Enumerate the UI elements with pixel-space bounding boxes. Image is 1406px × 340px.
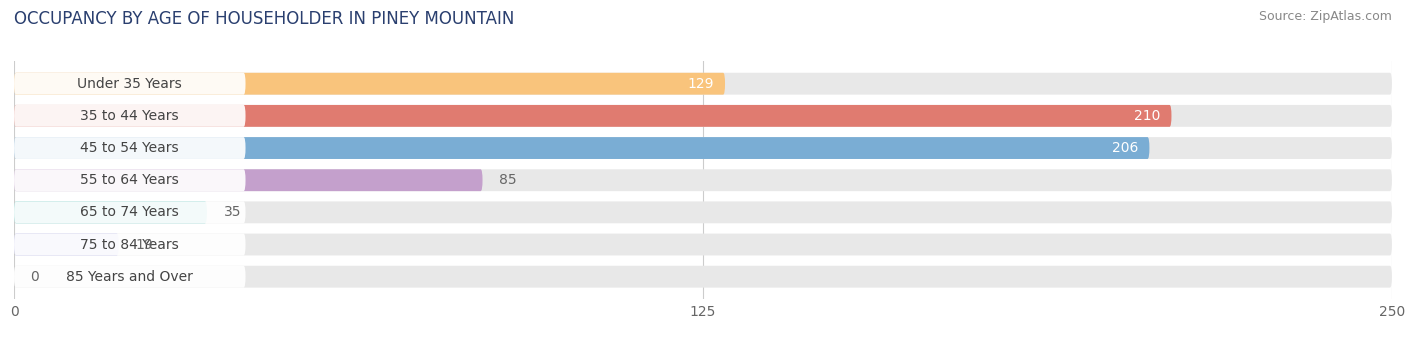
FancyBboxPatch shape xyxy=(14,201,1392,223)
FancyBboxPatch shape xyxy=(14,234,1392,255)
FancyBboxPatch shape xyxy=(14,73,725,95)
FancyBboxPatch shape xyxy=(14,169,1392,191)
FancyBboxPatch shape xyxy=(14,137,1392,159)
Text: Under 35 Years: Under 35 Years xyxy=(77,77,183,91)
Text: 206: 206 xyxy=(1112,141,1139,155)
FancyBboxPatch shape xyxy=(14,105,246,127)
FancyBboxPatch shape xyxy=(14,137,246,159)
FancyBboxPatch shape xyxy=(14,234,118,255)
FancyBboxPatch shape xyxy=(14,169,246,191)
FancyBboxPatch shape xyxy=(14,234,246,255)
FancyBboxPatch shape xyxy=(14,169,482,191)
Text: 129: 129 xyxy=(688,77,714,91)
FancyBboxPatch shape xyxy=(14,201,207,223)
Text: 35 to 44 Years: 35 to 44 Years xyxy=(80,109,179,123)
Text: 19: 19 xyxy=(135,238,153,252)
Text: 85 Years and Over: 85 Years and Over xyxy=(66,270,193,284)
Text: 75 to 84 Years: 75 to 84 Years xyxy=(80,238,179,252)
FancyBboxPatch shape xyxy=(14,266,1392,288)
Text: 210: 210 xyxy=(1135,109,1160,123)
Text: 65 to 74 Years: 65 to 74 Years xyxy=(80,205,179,219)
Text: 35: 35 xyxy=(224,205,240,219)
FancyBboxPatch shape xyxy=(14,105,1392,127)
Text: 85: 85 xyxy=(499,173,516,187)
FancyBboxPatch shape xyxy=(14,73,246,95)
FancyBboxPatch shape xyxy=(14,266,246,288)
Text: Source: ZipAtlas.com: Source: ZipAtlas.com xyxy=(1258,10,1392,23)
Text: 0: 0 xyxy=(31,270,39,284)
Text: 45 to 54 Years: 45 to 54 Years xyxy=(80,141,179,155)
FancyBboxPatch shape xyxy=(14,137,1150,159)
Text: 55 to 64 Years: 55 to 64 Years xyxy=(80,173,179,187)
FancyBboxPatch shape xyxy=(14,105,1171,127)
Text: OCCUPANCY BY AGE OF HOUSEHOLDER IN PINEY MOUNTAIN: OCCUPANCY BY AGE OF HOUSEHOLDER IN PINEY… xyxy=(14,10,515,28)
FancyBboxPatch shape xyxy=(14,73,1392,95)
FancyBboxPatch shape xyxy=(14,201,246,223)
